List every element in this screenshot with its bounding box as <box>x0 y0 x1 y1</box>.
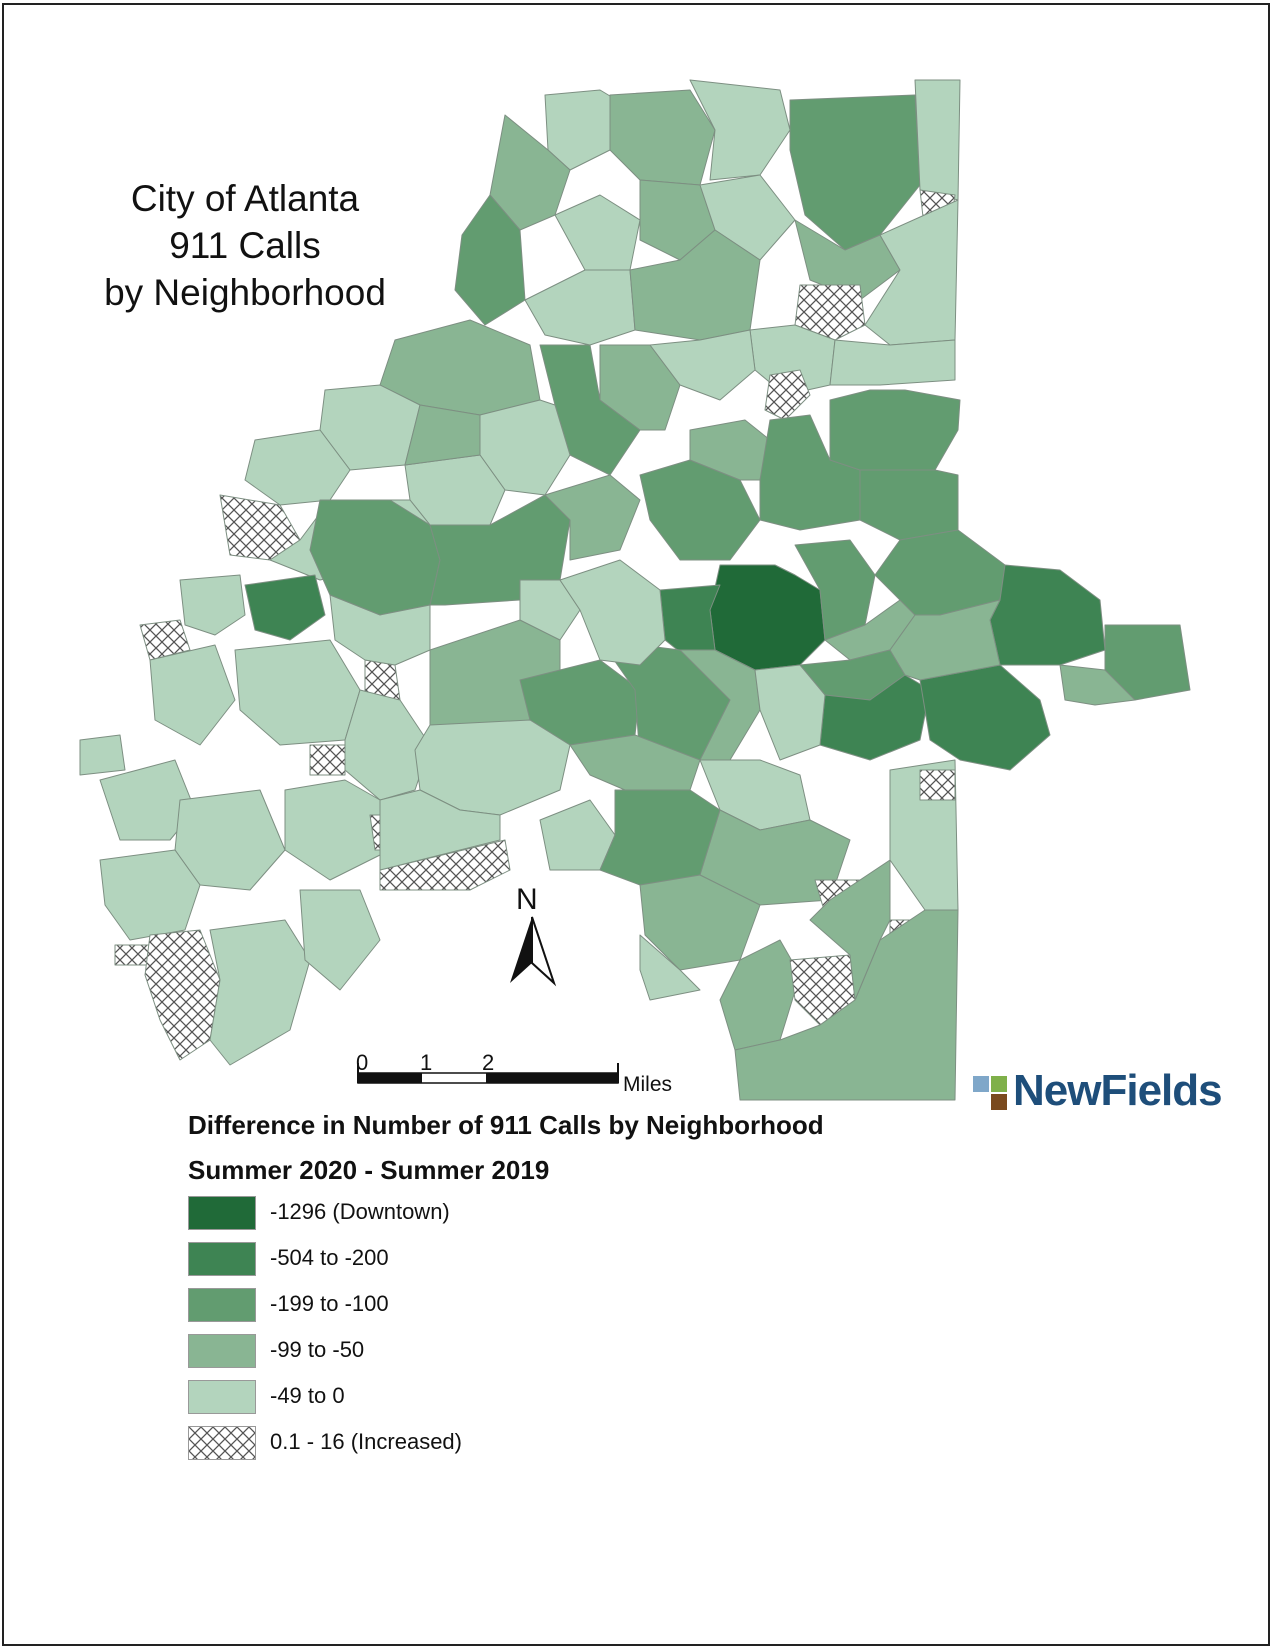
neighborhood-region <box>794 284 866 341</box>
neighborhood-region <box>639 934 701 1001</box>
neighborhood-region <box>559 559 666 666</box>
neighborhood-region <box>209 919 311 1066</box>
neighborhood-region <box>244 574 326 641</box>
neighborhood-region <box>544 474 641 561</box>
legend-label: -199 to -100 <box>270 1291 389 1316</box>
neighborhood-region <box>309 744 346 776</box>
neighborhood-region <box>379 839 511 891</box>
neighborhood-region <box>79 734 126 776</box>
neighborhood-region <box>889 599 1001 681</box>
title-line-1: City of Atlanta <box>130 178 360 219</box>
neighborhood-region <box>829 389 961 471</box>
legend-label: 0.1 - 16 (Increased) <box>270 1429 462 1454</box>
neighborhood-region <box>99 849 201 941</box>
neighborhood-region <box>699 174 796 261</box>
neighborhood-region <box>299 889 381 991</box>
north-label: N <box>516 883 538 916</box>
neighborhood-region <box>329 594 431 666</box>
neighborhood-region <box>519 579 581 641</box>
neighborhood-region <box>709 564 826 671</box>
neighborhood-region <box>819 674 931 761</box>
legend-label: -99 to -50 <box>270 1337 365 1362</box>
neighborhood-region <box>234 639 361 746</box>
scale-units: Miles <box>623 1073 673 1096</box>
legend-swatch <box>188 1426 256 1460</box>
scale-tick-2: 2 <box>482 1050 495 1075</box>
neighborhood-region <box>919 769 956 801</box>
map-title: City of Atlanta 911 Calls by Neighborhoo… <box>60 175 430 316</box>
legend-swatch <box>188 1196 256 1230</box>
scale-tick-1: 1 <box>420 1050 433 1075</box>
scale-bar <box>357 1063 619 1084</box>
legend-label: -1296 (Downtown) <box>270 1199 450 1224</box>
neighborhood-region <box>764 369 811 421</box>
neighborhood-region <box>754 664 826 761</box>
title-line-3: by Neighborhood <box>104 272 386 313</box>
legend-swatch <box>188 1380 256 1414</box>
north-arrow-icon <box>510 916 557 987</box>
neighborhood-region <box>679 649 761 761</box>
neighborhood-region <box>1059 664 1136 706</box>
neighborhood-region <box>914 79 961 201</box>
neighborhood-region <box>179 574 246 636</box>
logo-mark-icon <box>973 1076 1007 1110</box>
newfields-logo: NewFields <box>973 1066 1243 1115</box>
neighborhood-region <box>649 329 756 401</box>
neighborhood-region <box>629 229 761 341</box>
neighborhood-region <box>524 269 636 346</box>
neighborhood-region <box>734 909 959 1101</box>
legend-label: -49 to 0 <box>270 1383 345 1408</box>
neighborhood-region <box>809 859 891 1001</box>
neighborhood-region <box>874 529 1006 616</box>
legend-title: Difference in Number of 911 Calls by Nei… <box>188 1110 824 1140</box>
legend-subtitle: Summer 2020 - Summer 2019 <box>188 1155 550 1185</box>
neighborhood-region <box>554 194 641 271</box>
neighborhood-region <box>379 789 501 871</box>
neighborhood-region <box>609 89 716 186</box>
legend-swatch <box>188 1334 256 1368</box>
title-line-2: 911 Calls <box>169 225 321 266</box>
neighborhood-region <box>144 929 221 1061</box>
neighborhood-region <box>919 664 1051 771</box>
neighborhood-region <box>1104 624 1191 701</box>
neighborhood-region <box>404 404 481 466</box>
neighborhood-region <box>829 339 956 386</box>
legend-label: -504 to -200 <box>270 1245 389 1270</box>
logo-text: NewFields <box>1013 1066 1223 1115</box>
scale-tick-0: 0 <box>356 1050 369 1075</box>
neighborhood-region <box>454 194 526 326</box>
neighborhood-region <box>344 689 431 801</box>
neighborhood-region <box>989 564 1106 666</box>
neighborhood-region <box>859 469 959 541</box>
neighborhood-region <box>284 779 381 881</box>
neighborhood-region <box>139 619 191 661</box>
neighborhood-region <box>114 944 151 966</box>
neighborhood-region <box>149 644 236 746</box>
legend-swatch <box>188 1288 256 1322</box>
legend-swatch <box>188 1242 256 1276</box>
neighborhood-region <box>539 799 616 871</box>
